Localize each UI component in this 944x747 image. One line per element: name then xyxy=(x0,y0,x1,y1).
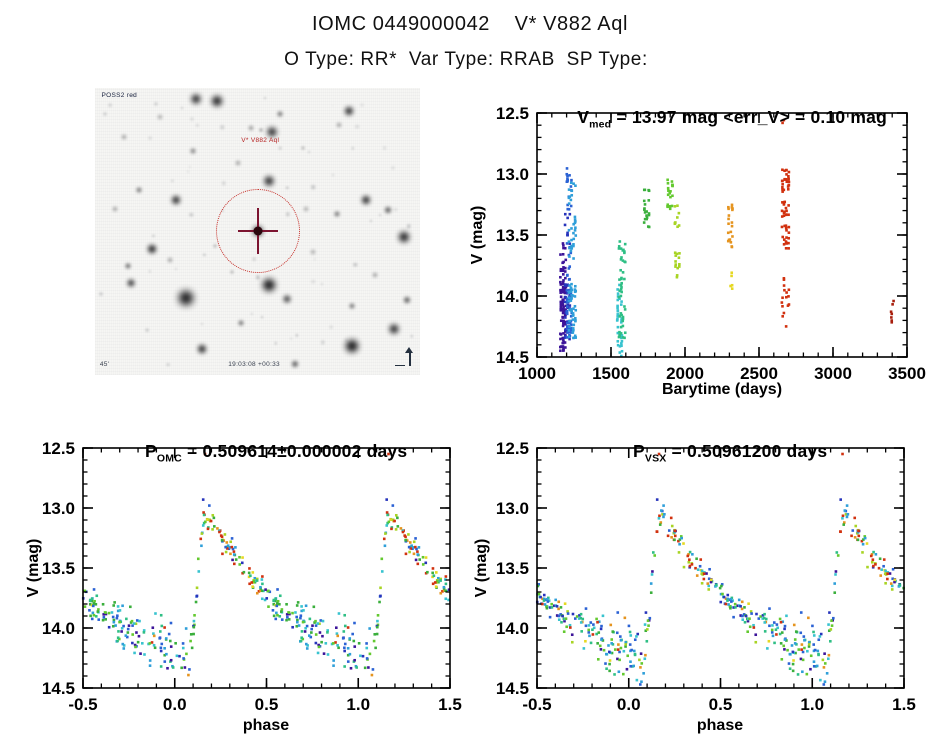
svg-text:0.5: 0.5 xyxy=(255,695,279,714)
svg-text:2500: 2500 xyxy=(740,364,778,383)
svg-text:12.5: 12.5 xyxy=(496,104,529,123)
svg-text:13.0: 13.0 xyxy=(42,499,75,518)
svg-text:13.0: 13.0 xyxy=(496,499,529,518)
phase-vsx-title: PVSX = 0.50961200 days xyxy=(613,420,828,486)
svg-text:13.5: 13.5 xyxy=(42,559,75,578)
svg-text:1500: 1500 xyxy=(592,364,630,383)
svg-text:1.5: 1.5 xyxy=(892,695,916,714)
timeseries-title: Vmed = 13.97 mag <err_V> = 0.10 mag xyxy=(557,86,887,152)
phase-vsx-ylabel: V (mag) xyxy=(473,538,490,598)
phase-vsx-xlabel: phase xyxy=(696,717,744,734)
phase-omc-title-sub: OMC xyxy=(156,452,182,465)
svg-text:0.0: 0.0 xyxy=(163,695,187,714)
phase-vsx-title-rest: = 0.50961200 days xyxy=(666,441,828,461)
svg-text:1.0: 1.0 xyxy=(346,695,370,714)
svg-text:1000: 1000 xyxy=(518,364,556,383)
svg-text:12.5: 12.5 xyxy=(496,439,529,458)
svg-text:3000: 3000 xyxy=(814,364,852,383)
svg-text:1.0: 1.0 xyxy=(800,695,824,714)
svg-text:2000: 2000 xyxy=(666,364,704,383)
phase-vsx-title-prefix: P xyxy=(633,441,645,461)
svg-text:12.5: 12.5 xyxy=(42,439,75,458)
timeseries-title-rest: = 13.97 mag <err_V> = 0.10 mag xyxy=(611,107,888,127)
svg-text:3500: 3500 xyxy=(888,364,926,383)
svg-text:0.0: 0.0 xyxy=(617,695,641,714)
svg-text:14.5: 14.5 xyxy=(496,348,529,367)
svg-text:1.5: 1.5 xyxy=(438,695,462,714)
finder-coords-label: 19:03:08 +00:33 xyxy=(228,360,280,368)
aperture-circle xyxy=(216,188,301,273)
timeseries-xlabel: Barytime (days) xyxy=(661,381,783,398)
timeseries-ylabel: V (mag) xyxy=(469,205,486,265)
svg-text:-0.5: -0.5 xyxy=(68,695,97,714)
svg-text:14.0: 14.0 xyxy=(496,287,529,306)
svg-text:14.5: 14.5 xyxy=(42,679,75,698)
svg-text:0.5: 0.5 xyxy=(709,695,733,714)
timeseries-title-sub: med xyxy=(589,118,612,131)
svg-text:13.5: 13.5 xyxy=(496,226,529,245)
phase-omc-ylabel: V (mag) xyxy=(25,538,42,598)
phase-omc-title-prefix: P xyxy=(144,441,157,461)
svg-text:14.0: 14.0 xyxy=(42,619,75,638)
svg-text:-0.5: -0.5 xyxy=(522,695,551,714)
finder-chart: POSS2 red V* V882 Aql 45' 19:03:08 +00:3… xyxy=(95,88,420,375)
finder-star-label: V* V882 Aql xyxy=(241,136,280,144)
svg-text:13.0: 13.0 xyxy=(496,165,529,184)
phase-omc-title-rest: = 0.509614±0.000002 days xyxy=(181,441,408,461)
phase-omc-xlabel: phase xyxy=(242,717,290,734)
page-subtitle: O Type: RR* Var Type: RRAB SP Type: xyxy=(284,49,648,70)
target-star xyxy=(253,226,263,236)
finder-survey-label: POSS2 red xyxy=(101,92,138,100)
page-title: IOMC 0449000042 V* V882 Aql xyxy=(312,13,628,35)
svg-text:13.5: 13.5 xyxy=(496,559,529,578)
compass-icon xyxy=(394,344,414,367)
svg-text:14.5: 14.5 xyxy=(496,679,529,698)
svg-text:14.0: 14.0 xyxy=(496,619,529,638)
finder-scale-label: 45' xyxy=(99,360,110,368)
phase-vsx-title-sub: VSX xyxy=(644,452,667,465)
phase-omc-title: POMC = 0.509614±0.000002 days xyxy=(125,420,408,486)
timeseries-title-prefix: V xyxy=(577,107,590,127)
